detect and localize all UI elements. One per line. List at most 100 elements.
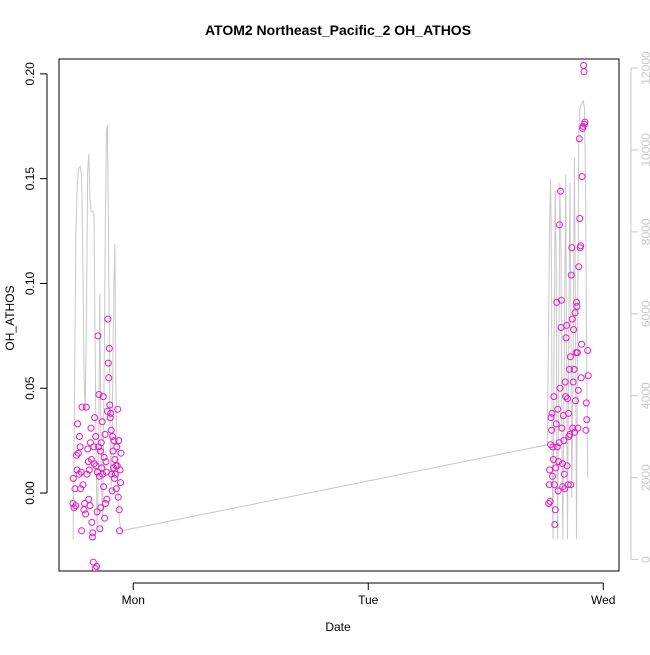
data-point [100, 453, 108, 461]
right-tick-label: 4000 [639, 382, 650, 409]
data-point [106, 414, 114, 422]
right-y-axis: 0 2000 4000 6000 8000 10000 12000 [630, 51, 650, 563]
data-point [554, 487, 562, 495]
data-point [556, 384, 564, 392]
data-point [76, 443, 84, 451]
data-point [117, 479, 125, 487]
data-point [556, 221, 563, 229]
data-point [102, 458, 110, 466]
data-point [70, 504, 78, 512]
data-point [582, 426, 590, 434]
data-point [108, 487, 116, 495]
data-point [99, 470, 107, 478]
data-point [546, 466, 554, 474]
data-point [550, 481, 558, 489]
x-axis: Mon Tue Wed [122, 582, 615, 607]
data-point [114, 493, 122, 501]
right-tick-label: 12000 [639, 51, 650, 85]
data-point [82, 403, 90, 411]
data-point [557, 187, 564, 195]
data-point [107, 426, 115, 434]
chart-title: ATOM2 Northeast_Pacific_2 OH_ATHOS [205, 22, 471, 38]
scatter-points-layer [69, 62, 592, 572]
series-line [72, 99, 589, 540]
data-point [561, 378, 569, 386]
data-point [547, 414, 555, 422]
data-point [564, 481, 572, 489]
data-point [89, 558, 97, 566]
data-point [560, 437, 568, 445]
data-point [104, 315, 112, 323]
data-point [558, 424, 566, 432]
data-point [84, 445, 92, 453]
data-point [89, 529, 97, 537]
data-point [97, 439, 105, 447]
data-point [549, 443, 557, 451]
data-point [562, 393, 570, 401]
data-point [72, 502, 80, 510]
data-point [546, 497, 554, 505]
right-tick-label: 6000 [639, 300, 650, 327]
y-axis-label: OH_ATHOS [3, 285, 17, 350]
right-tick-label: 8000 [639, 218, 650, 245]
data-point [88, 518, 96, 526]
data-point [568, 244, 576, 252]
data-point [553, 443, 561, 451]
data-point [78, 527, 86, 535]
data-point [569, 378, 577, 386]
data-point [86, 502, 94, 510]
data-point [571, 309, 579, 317]
data-point [554, 405, 562, 413]
data-point [567, 271, 575, 279]
x-tick-label: Wed [591, 593, 615, 607]
x-tick-label: Mon [122, 593, 145, 607]
data-point [570, 365, 578, 373]
data-point [105, 344, 113, 352]
data-point [567, 481, 575, 489]
data-point [573, 298, 580, 306]
line-series-layer [72, 99, 589, 540]
data-point [105, 374, 113, 382]
data-point [568, 315, 576, 323]
data-point [75, 470, 83, 478]
data-point [102, 500, 109, 507]
data-point [115, 506, 123, 514]
data-point [555, 458, 563, 466]
data-point [560, 470, 568, 478]
data-point [548, 409, 556, 417]
data-point [110, 437, 118, 445]
data-point [582, 399, 590, 407]
data-point [574, 424, 582, 432]
data-point [109, 433, 117, 440]
data-point [103, 495, 111, 503]
left-tick-label: 0.10 [23, 271, 37, 295]
data-point [94, 332, 102, 340]
data-point [111, 474, 118, 482]
data-point [116, 527, 124, 535]
data-point [106, 401, 114, 409]
data-point [550, 393, 558, 401]
data-point [551, 521, 559, 528]
data-point [88, 533, 96, 541]
data-point [91, 414, 99, 422]
data-point [101, 514, 109, 522]
data-point [573, 349, 581, 357]
data-point [575, 135, 583, 143]
data-point [85, 466, 93, 474]
data-point [565, 365, 573, 373]
data-point [545, 481, 553, 489]
data-point [72, 451, 80, 459]
data-point [75, 433, 83, 440]
data-point [111, 470, 119, 478]
x-axis-label: Date [325, 620, 351, 634]
data-point [552, 464, 560, 472]
data-point [580, 62, 587, 69]
data-point [117, 449, 125, 457]
data-point [69, 474, 77, 482]
data-point [579, 122, 587, 130]
data-point [96, 447, 104, 455]
data-point [578, 173, 586, 181]
data-point [107, 409, 115, 417]
data-point [109, 447, 117, 455]
